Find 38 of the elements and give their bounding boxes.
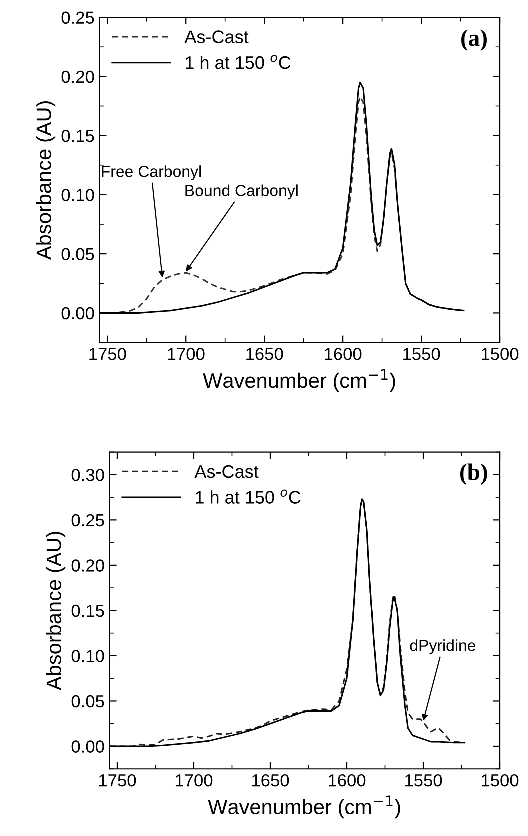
legend-label: As-Cast bbox=[184, 30, 249, 44]
y-tick-label: 0.10 bbox=[62, 189, 94, 202]
y-axis-title: Absorbance (AU) bbox=[46, 532, 66, 691]
x-tick-label: 1600 bbox=[325, 348, 362, 360]
annotation: Bound Carbonyl bbox=[186, 184, 298, 200]
x-tick-label: 1650 bbox=[252, 774, 290, 787]
x-tick-label: 1600 bbox=[329, 774, 366, 787]
x-tick-label: 1500 bbox=[482, 774, 519, 787]
legend-label: 1 h at 150 $^{o}$C bbox=[186, 55, 291, 70]
y-tick-label: 0.20 bbox=[72, 560, 104, 572]
y-tick-label: 0.05 bbox=[62, 248, 94, 261]
legend-label: As-Cast bbox=[194, 465, 259, 478]
y-tick-label: 0.00 bbox=[62, 307, 94, 320]
x-tick-label: 1750 bbox=[90, 348, 126, 360]
x-tick-label: 1550 bbox=[404, 348, 440, 360]
y-tick-label: 0.05 bbox=[72, 695, 104, 708]
y-tick-label: 0.15 bbox=[72, 604, 104, 618]
y-tick-label: 0.25 bbox=[62, 12, 94, 24]
legend-label: 1 h at 150 $^{o}$C bbox=[196, 490, 301, 504]
y-tick-label: 0.00 bbox=[72, 740, 104, 753]
x-tick-label: 1650 bbox=[246, 348, 284, 360]
x-tick-label: 1500 bbox=[482, 348, 519, 360]
chart-title: (a) bbox=[462, 30, 487, 52]
y-tick-label: 0.10 bbox=[72, 650, 104, 662]
x-tick-label: 1700 bbox=[176, 774, 213, 787]
y-tick-label: 0.30 bbox=[72, 469, 104, 482]
x-axis-title: Wavenumber (cm$^{−1}$) bbox=[203, 369, 396, 392]
x-tick-label: 1550 bbox=[406, 774, 442, 787]
x-tick-label: 1750 bbox=[99, 774, 136, 787]
x-axis-title: Wavenumber (cm$^{−1}$) bbox=[208, 796, 400, 819]
y-axis-title: Absorbance (AU) bbox=[36, 102, 56, 260]
x-tick-label: 1700 bbox=[168, 348, 205, 360]
y-tick-label: 0.25 bbox=[72, 514, 104, 527]
chart-title: (b) bbox=[460, 464, 488, 486]
y-tick-label: 0.20 bbox=[62, 70, 94, 84]
y-tick-label: 0.15 bbox=[62, 130, 94, 142]
annotation: dPyridine bbox=[410, 640, 476, 654]
annotation: Free Carbonyl bbox=[102, 166, 201, 180]
